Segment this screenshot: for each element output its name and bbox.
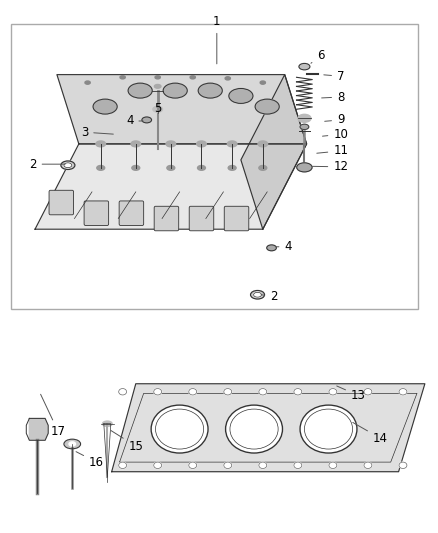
FancyBboxPatch shape <box>84 201 109 225</box>
Text: 13: 13 <box>337 386 366 402</box>
Text: 4: 4 <box>275 240 292 253</box>
Text: 14: 14 <box>353 423 388 445</box>
Polygon shape <box>29 418 48 440</box>
Ellipse shape <box>229 88 253 103</box>
Ellipse shape <box>259 165 267 171</box>
Ellipse shape <box>167 165 175 171</box>
Ellipse shape <box>259 462 267 469</box>
FancyBboxPatch shape <box>119 201 144 225</box>
Ellipse shape <box>294 389 302 395</box>
Ellipse shape <box>227 141 237 147</box>
Ellipse shape <box>254 292 261 297</box>
Text: 12: 12 <box>312 160 348 173</box>
Polygon shape <box>35 144 307 229</box>
Ellipse shape <box>224 389 232 395</box>
Text: 9: 9 <box>325 114 345 126</box>
Ellipse shape <box>119 389 127 395</box>
Ellipse shape <box>97 165 105 171</box>
Ellipse shape <box>260 81 265 84</box>
FancyBboxPatch shape <box>224 206 249 231</box>
FancyBboxPatch shape <box>189 206 214 231</box>
Ellipse shape <box>329 389 337 395</box>
Ellipse shape <box>258 141 268 147</box>
Ellipse shape <box>142 117 152 123</box>
Ellipse shape <box>64 439 81 449</box>
Ellipse shape <box>255 99 279 114</box>
Ellipse shape <box>224 462 232 469</box>
Ellipse shape <box>64 163 72 168</box>
Ellipse shape <box>154 462 162 469</box>
Ellipse shape <box>297 163 312 172</box>
Polygon shape <box>241 75 307 229</box>
Text: 2: 2 <box>261 290 278 303</box>
Ellipse shape <box>189 389 197 395</box>
Text: 2: 2 <box>29 158 65 171</box>
Ellipse shape <box>131 141 141 147</box>
Ellipse shape <box>163 83 187 98</box>
Ellipse shape <box>399 462 407 469</box>
Ellipse shape <box>132 165 140 171</box>
Ellipse shape <box>155 76 160 79</box>
Ellipse shape <box>154 389 162 395</box>
Ellipse shape <box>298 114 311 122</box>
Ellipse shape <box>102 421 112 426</box>
Ellipse shape <box>151 405 208 453</box>
Ellipse shape <box>259 389 267 395</box>
Polygon shape <box>57 75 307 144</box>
Ellipse shape <box>329 462 337 469</box>
Ellipse shape <box>61 161 75 169</box>
Ellipse shape <box>189 462 197 469</box>
Ellipse shape <box>299 63 310 70</box>
Ellipse shape <box>96 141 106 147</box>
Ellipse shape <box>154 84 161 88</box>
Text: 4: 4 <box>126 115 143 127</box>
Ellipse shape <box>300 405 357 453</box>
Ellipse shape <box>93 99 117 114</box>
Ellipse shape <box>300 124 309 130</box>
Ellipse shape <box>364 389 372 395</box>
Ellipse shape <box>364 462 372 469</box>
Bar <box>11 24 418 309</box>
Text: 6: 6 <box>311 49 325 63</box>
Text: 16: 16 <box>76 451 104 469</box>
Ellipse shape <box>85 81 90 84</box>
Ellipse shape <box>399 389 407 395</box>
Ellipse shape <box>197 141 206 147</box>
Ellipse shape <box>120 76 125 79</box>
Ellipse shape <box>198 83 222 98</box>
Ellipse shape <box>153 106 162 112</box>
Text: 11: 11 <box>317 144 348 157</box>
Ellipse shape <box>225 77 230 80</box>
Text: 15: 15 <box>111 431 143 453</box>
Ellipse shape <box>198 165 205 171</box>
Text: 17: 17 <box>41 394 66 438</box>
Ellipse shape <box>190 76 195 79</box>
FancyBboxPatch shape <box>49 190 74 215</box>
Polygon shape <box>112 384 425 472</box>
Ellipse shape <box>128 83 152 98</box>
Ellipse shape <box>119 462 127 469</box>
Ellipse shape <box>294 462 302 469</box>
Ellipse shape <box>228 165 236 171</box>
Text: 5: 5 <box>155 102 162 115</box>
Ellipse shape <box>251 290 265 299</box>
Text: 10: 10 <box>322 128 348 141</box>
Text: 8: 8 <box>321 91 344 103</box>
Ellipse shape <box>267 245 276 251</box>
Ellipse shape <box>69 442 76 446</box>
Ellipse shape <box>226 405 283 453</box>
Text: 1: 1 <box>213 15 221 64</box>
Ellipse shape <box>166 141 176 147</box>
FancyBboxPatch shape <box>154 206 179 231</box>
Text: 3: 3 <box>81 126 113 139</box>
Text: 7: 7 <box>324 70 345 83</box>
